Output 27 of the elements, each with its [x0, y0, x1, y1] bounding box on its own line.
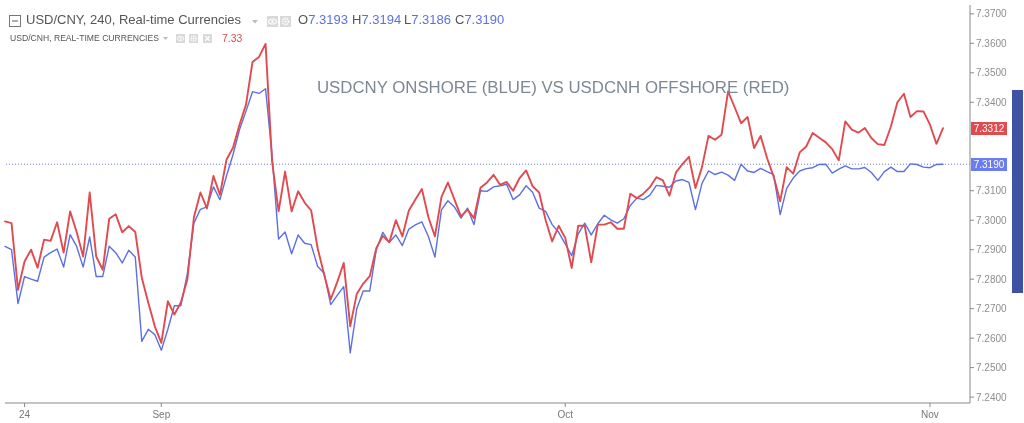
y-tick-label: 7.3700	[976, 8, 1008, 20]
line-series	[4, 42, 944, 344]
y-tick-label: 7.2400	[976, 391, 1008, 403]
annotation: 7.33	[222, 32, 243, 44]
annotation: H7.3194	[352, 12, 402, 27]
text: 7.3312	[971, 121, 1007, 135]
annotation: USD/CNH, REAL-TIME CURRENCIES	[10, 33, 159, 43]
annotation: C7.3190	[455, 12, 505, 27]
y-tick-label: 7.3000	[976, 214, 1008, 226]
ref-line-label: 7.3190	[971, 157, 1007, 171]
annotation: O7.3193	[298, 12, 348, 27]
y-tick-label: 7.3400	[976, 96, 1008, 108]
annotation: USD/CNY, 240, Real-time Currencies	[26, 12, 242, 27]
text: USDCNY ONSHORE (BLUE) VS USDCNH OFFSHORE (RED)	[317, 78, 790, 98]
x-tick-label: 24	[18, 409, 31, 420]
annotation: L7.3186	[404, 12, 451, 27]
y-tick-label: 7.3100	[976, 185, 1008, 197]
x-tick-label: Oct	[557, 409, 574, 420]
y-tick-label: 7.2700	[976, 303, 1008, 315]
y-tick-label: 7.2800	[976, 273, 1008, 285]
y-tick-label: 7.3500	[976, 67, 1008, 79]
y-tick-label: 7.2900	[976, 244, 1008, 256]
y-tick-label: 7.2500	[976, 362, 1008, 374]
x-tick-label: Nov	[921, 409, 939, 420]
y-tick-label: 7.2600	[976, 332, 1008, 344]
y-tick-label: 7.3600	[976, 37, 1008, 49]
x-tick-label: Sep	[152, 409, 171, 420]
